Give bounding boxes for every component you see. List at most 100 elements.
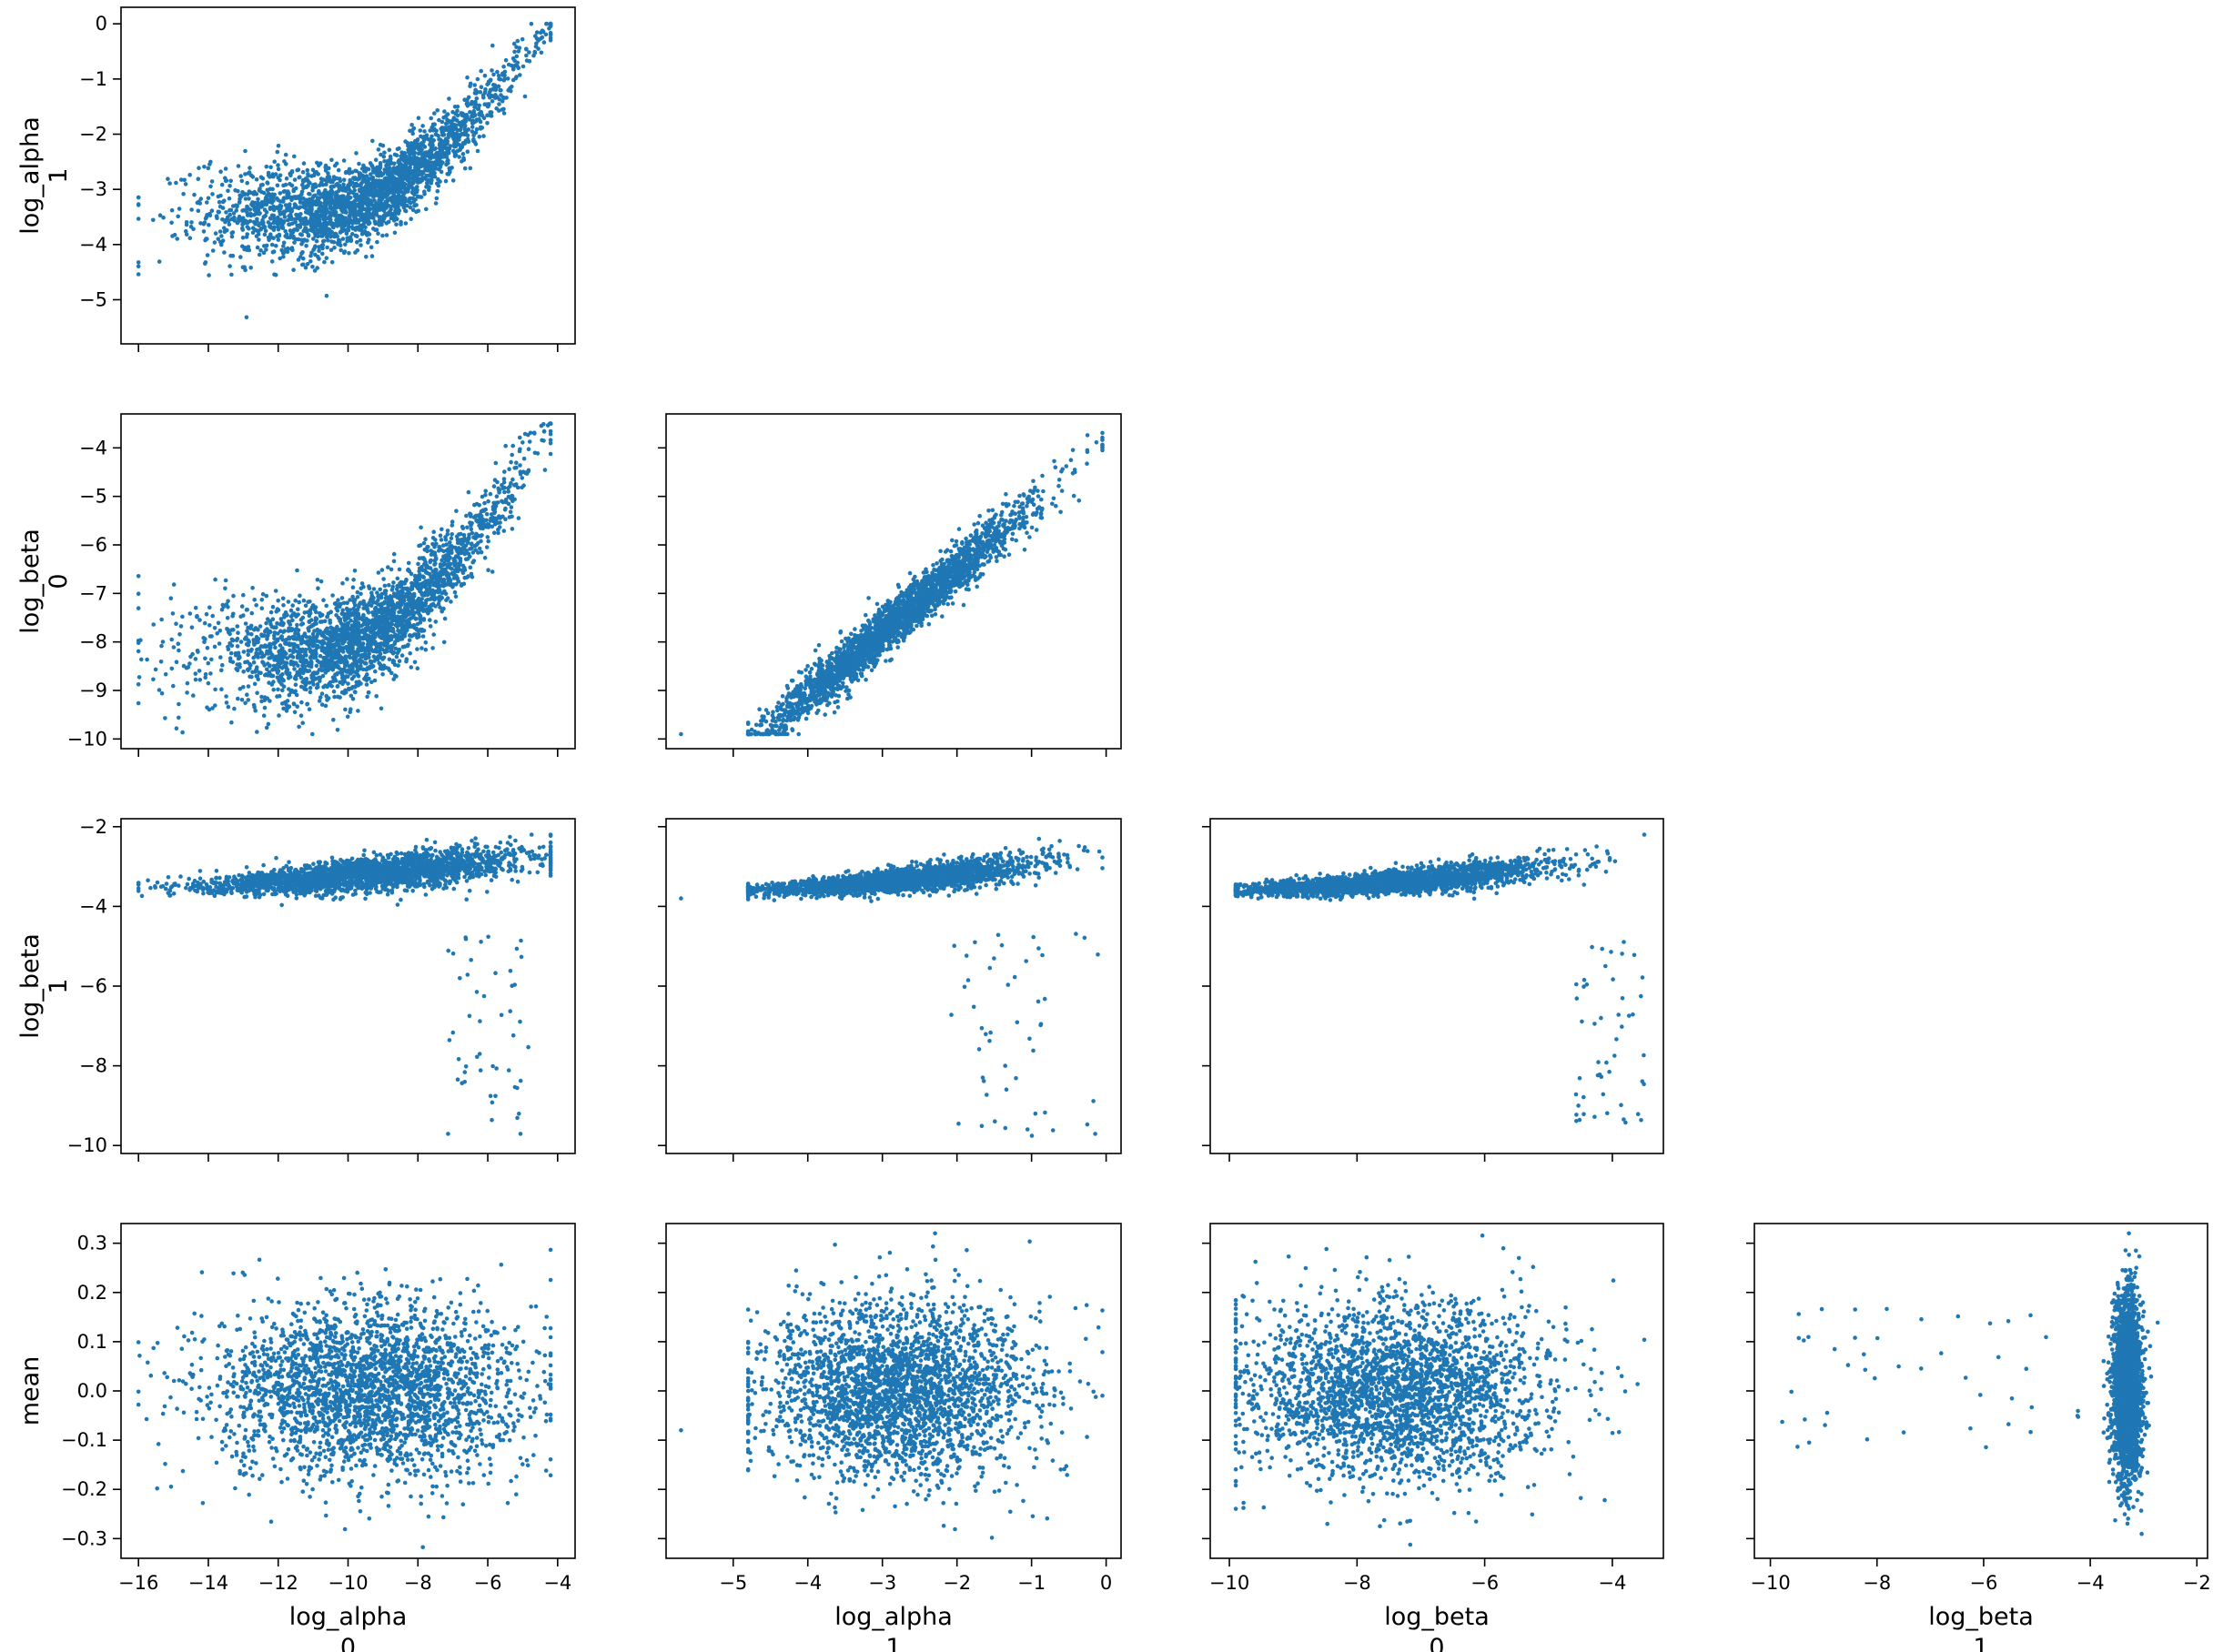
scatter-point [375, 622, 379, 627]
scatter-point [434, 201, 439, 206]
scatter-point [358, 171, 362, 176]
scatter-point [315, 219, 319, 224]
scatter-point [483, 74, 488, 78]
scatter-point [393, 212, 398, 217]
scatter-point [329, 158, 334, 163]
scatter-point [351, 227, 356, 231]
scatter-point [502, 469, 507, 474]
scatter-point [304, 604, 308, 609]
scatter-point [245, 608, 249, 612]
scatter-point [293, 710, 298, 715]
scatter-point [185, 220, 189, 225]
scatter-point [473, 88, 478, 93]
scatter-point [520, 476, 525, 480]
scatter-point [278, 178, 282, 183]
scatter-point [210, 614, 215, 619]
scatter-point [307, 233, 311, 237]
scatter-point [328, 205, 333, 209]
scatter-point [180, 730, 185, 735]
scatter-point [136, 682, 141, 687]
scatter-point [483, 556, 488, 560]
scatter-point [365, 607, 369, 611]
scatter-point [464, 514, 469, 519]
scatter-point [233, 188, 237, 193]
scatter-point [246, 649, 250, 653]
scatter-point [468, 110, 472, 115]
scatter-point [392, 218, 397, 223]
scatter-point [418, 578, 422, 582]
scatter-point [372, 587, 377, 591]
scatter-point [511, 78, 516, 83]
scatter-point [281, 679, 286, 683]
scatter-point [265, 244, 269, 248]
scatter-point [470, 531, 475, 536]
scatter-point [289, 609, 294, 613]
scatter-point [483, 489, 488, 493]
scatter-point [380, 672, 385, 677]
scatter-point [349, 237, 354, 242]
scatter-point [295, 693, 299, 698]
scatter-point [524, 470, 529, 475]
scatter-point [310, 265, 315, 269]
scatter-point [348, 191, 352, 196]
scatter-point [379, 667, 384, 671]
scatter-point [509, 89, 513, 94]
scatter-point [364, 255, 369, 259]
scatter-point [358, 189, 362, 194]
scatter-point [340, 581, 345, 586]
scatter-point [282, 159, 287, 164]
scatter-point [323, 656, 328, 660]
scatter-point [267, 680, 271, 685]
scatter-point [365, 207, 369, 212]
scatter-point [376, 191, 380, 196]
scatter-point [322, 260, 327, 265]
scatter-point [267, 722, 271, 727]
scatter-point [544, 33, 549, 37]
scatter-point [426, 184, 430, 188]
scatter-point [201, 636, 206, 640]
scatter-point [288, 620, 292, 625]
scatter-point [539, 36, 543, 41]
scatter-point [281, 184, 286, 188]
scatter-point [349, 209, 353, 214]
scatter-point [297, 725, 301, 730]
scatter-point [296, 216, 300, 220]
scatter-point [375, 590, 379, 595]
scatter-point [169, 638, 174, 642]
scatter-point [240, 223, 245, 227]
scatter-point [498, 88, 502, 93]
scatter-point [374, 209, 379, 214]
scatter-point [256, 229, 260, 234]
scatter-point [394, 167, 399, 172]
scatter-point [414, 627, 419, 631]
scatter-point [245, 247, 249, 252]
scatter-point [434, 620, 439, 624]
scatter-point [503, 444, 508, 448]
scatter-point [460, 159, 464, 164]
scatter-point [205, 612, 209, 617]
scatter-point [454, 509, 459, 513]
scatter-point [272, 272, 277, 277]
scatter-point [319, 234, 324, 238]
scatter-point [252, 660, 257, 665]
scatter-point [518, 463, 522, 468]
scatter-point [207, 606, 212, 610]
scatter-point [425, 548, 429, 552]
scatter-point [247, 171, 251, 176]
scatter-point [293, 177, 298, 182]
scatter-point [378, 643, 382, 648]
scatter-point [446, 596, 450, 600]
scatter-point [502, 529, 507, 533]
scatter-point [489, 492, 493, 497]
scatter-point [307, 192, 311, 196]
scatter-point [379, 153, 383, 157]
scatter-point [227, 705, 231, 710]
scatter-point [359, 208, 363, 213]
scatter-point [237, 656, 242, 660]
scatter-point [188, 611, 193, 616]
scatter-point [213, 688, 217, 692]
scatter-point [136, 650, 141, 654]
scatter-point [306, 599, 310, 604]
scatter-point [259, 183, 264, 187]
scatter-point [535, 30, 540, 35]
